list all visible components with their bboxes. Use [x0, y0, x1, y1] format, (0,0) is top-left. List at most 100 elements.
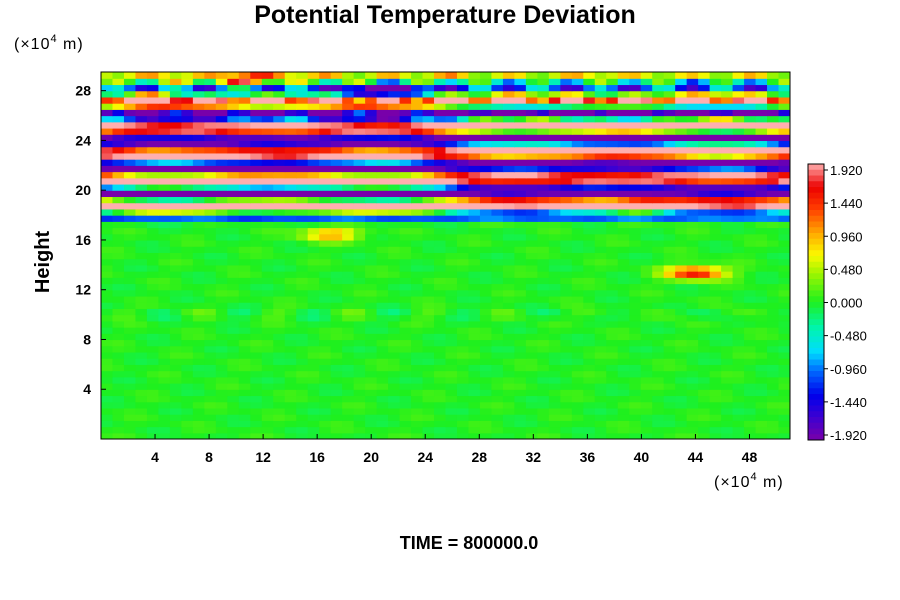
heatmap-cell: [571, 333, 584, 341]
heatmap-cell: [215, 221, 228, 229]
heatmap-cell: [296, 146, 309, 154]
heatmap-cell: [583, 84, 596, 92]
heatmap-cell: [434, 258, 447, 266]
heatmap-cell: [215, 233, 228, 241]
heatmap-cell: [135, 90, 148, 98]
heatmap-cell: [215, 389, 228, 397]
heatmap-cell: [365, 252, 378, 260]
heatmap-cell: [548, 78, 561, 86]
heatmap-cell: [491, 339, 504, 347]
heatmap-cell: [192, 208, 205, 216]
heatmap-cell: [330, 383, 343, 390]
heatmap-cell: [491, 358, 504, 365]
heatmap-cell: [307, 190, 320, 198]
heatmap-cell: [434, 414, 447, 421]
heatmap-cell: [468, 314, 481, 322]
heatmap-cell: [434, 90, 447, 98]
heatmap-cell: [537, 327, 550, 334]
heatmap-cell: [204, 215, 217, 222]
heatmap-cell: [594, 246, 607, 253]
heatmap-cell: [767, 333, 780, 341]
heatmap-cell: [411, 339, 424, 347]
heatmap-cell: [583, 252, 596, 260]
heatmap-cell: [686, 320, 699, 328]
heatmap-cell: [698, 289, 711, 297]
heatmap-cell: [101, 177, 114, 185]
heatmap-cell: [192, 103, 205, 110]
heatmap-cell: [135, 295, 148, 303]
heatmap-cell: [445, 202, 458, 210]
heatmap-cell: [192, 233, 205, 241]
heatmap-cell: [192, 84, 205, 92]
heatmap-cell: [250, 295, 263, 303]
heatmap-cell: [514, 308, 527, 316]
heatmap-cell: [560, 190, 573, 198]
heatmap-cell: [721, 196, 734, 204]
heatmap-cell: [181, 308, 194, 316]
heatmap-cell: [744, 351, 757, 359]
heatmap-cell: [686, 115, 699, 123]
heatmap-cell: [629, 215, 642, 222]
heatmap-cell: [192, 90, 205, 98]
heatmap-cell: [755, 78, 768, 86]
heatmap-cell: [146, 407, 160, 415]
heatmap-cell: [629, 358, 642, 365]
heatmap-cell: [215, 140, 228, 148]
heatmap-cell: [250, 370, 263, 378]
heatmap-cell: [434, 320, 447, 328]
heatmap-cell: [388, 103, 401, 110]
heatmap-cell: [181, 383, 194, 390]
x-tick-label: 12: [255, 449, 271, 465]
colorbar-tick-label: -1.440: [830, 395, 867, 410]
heatmap-cell: [778, 109, 790, 117]
heatmap-cell: [353, 227, 366, 235]
heatmap-cell: [238, 221, 251, 229]
heatmap-cell: [560, 432, 573, 439]
heatmap-cell: [468, 295, 481, 303]
heatmap-cell: [479, 426, 493, 434]
heatmap-cell: [169, 333, 182, 341]
heatmap-cell: [146, 376, 160, 384]
x-tick-label: 40: [634, 449, 650, 465]
heatmap-cell: [468, 289, 481, 297]
heatmap-cell: [238, 215, 251, 222]
heatmap-cell: [307, 283, 320, 291]
heatmap-cell: [204, 239, 217, 247]
heatmap-cell: [606, 389, 619, 397]
heatmap-cell: [732, 252, 745, 260]
heatmap-cell: [284, 177, 297, 185]
heatmap-cell: [583, 320, 596, 328]
heatmap-cell: [158, 333, 171, 341]
heatmap-cell: [445, 146, 458, 154]
heatmap-cell: [146, 314, 160, 322]
heatmap-cell: [468, 103, 481, 110]
time-label: TIME = 800000.0: [400, 533, 539, 553]
heatmap-cell: [307, 401, 320, 409]
heatmap-cell: [445, 208, 458, 216]
heatmap-cell: [123, 258, 137, 266]
heatmap-cell: [445, 364, 458, 372]
heatmap-cell: [422, 345, 435, 353]
heatmap-cell: [123, 407, 137, 415]
heatmap-cell: [456, 395, 470, 403]
heatmap-cell: [181, 171, 194, 179]
colorbar-band: [808, 330, 824, 337]
heatmap-cell: [479, 277, 493, 285]
heatmap-cell: [652, 239, 665, 247]
heatmap-cell: [146, 208, 160, 216]
heatmap-cell: [112, 277, 125, 285]
heatmap-cell: [479, 432, 493, 439]
heatmap-cell: [767, 121, 780, 129]
heatmap-cell: [663, 115, 676, 123]
heatmap-cell: [112, 183, 125, 191]
heatmap-cell: [422, 221, 435, 229]
heatmap-cell: [411, 420, 424, 428]
heatmap-cell: [215, 146, 228, 154]
heatmap-cell: [158, 190, 171, 198]
heatmap-cell: [123, 295, 137, 303]
heatmap-cell: [744, 432, 757, 439]
heatmap-cell: [767, 146, 780, 154]
heatmap-cell: [181, 165, 194, 173]
heatmap-cell: [342, 103, 355, 110]
heatmap-cell: [652, 277, 665, 285]
